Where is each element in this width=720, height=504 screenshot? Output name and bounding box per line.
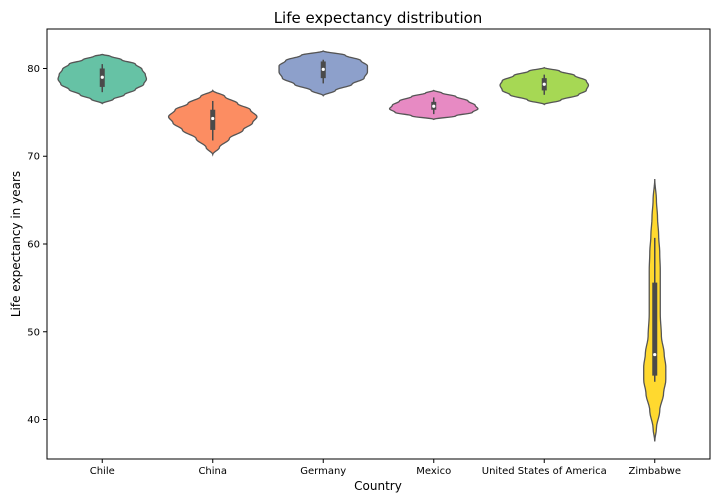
violin-box	[652, 282, 658, 376]
chart-title: Life expectancy distribution	[274, 9, 483, 27]
violin-median	[100, 75, 104, 79]
y-axis: 40 50 60 70 80	[27, 64, 47, 426]
x-tick-label: Mexico	[416, 466, 451, 477]
y-tick-label: 50	[27, 327, 40, 338]
violin-median	[321, 67, 325, 71]
violin-median	[211, 116, 215, 121]
y-tick-label: 80	[27, 64, 40, 75]
violin-median	[653, 352, 657, 357]
violin-median	[432, 104, 436, 108]
x-axis-label: Country	[354, 479, 402, 493]
violin-median	[542, 82, 546, 86]
y-axis-label: Life expectancy in years	[9, 171, 23, 317]
y-tick-label: 70	[27, 152, 40, 163]
plot-frame	[46, 28, 711, 460]
y-tick-label: 60	[27, 240, 40, 251]
x-tick-label: Zimbabwe	[628, 466, 681, 477]
y-tick-label: 40	[27, 415, 40, 426]
x-axis: Chile China Germany Mexico United States of …	[90, 459, 681, 477]
violins-group	[57, 50, 667, 442]
x-tick-label: Chile	[90, 466, 115, 477]
x-tick-label: United States of America	[482, 466, 607, 477]
x-tick-label: China	[198, 466, 227, 477]
x-tick-label: Germany	[300, 466, 346, 477]
